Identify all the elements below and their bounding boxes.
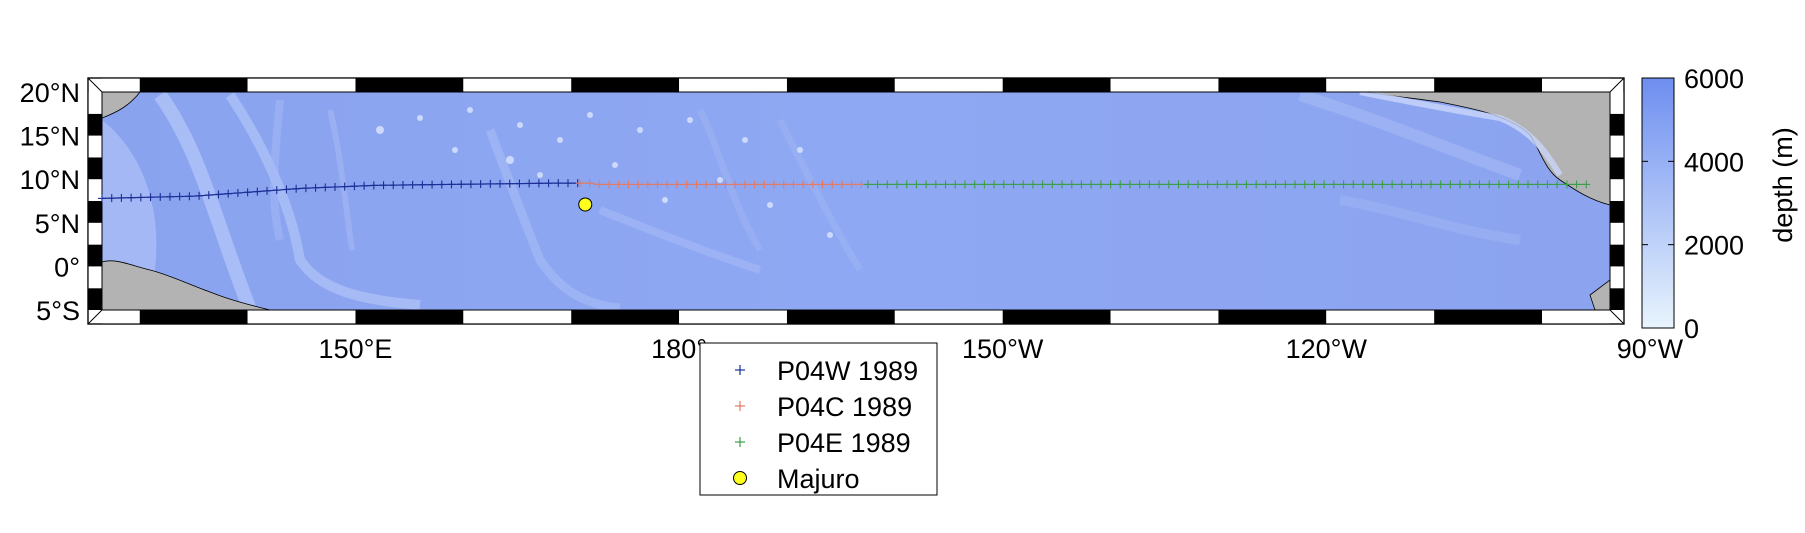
colorbar-label: depth (m): [1768, 127, 1798, 243]
lat-label: 15°N: [20, 122, 80, 152]
colorbar-tick: 6000: [1684, 64, 1744, 94]
track-1: [575, 179, 866, 189]
lat-label: 10°N: [20, 165, 80, 195]
bathymetry-layer: [102, 92, 1610, 310]
legend-label: P04C 1989: [777, 392, 912, 422]
legend-label: P04W 1989: [777, 356, 918, 386]
track-0: [98, 179, 582, 203]
lat-label: 20°N: [20, 78, 80, 108]
legend-marker: [733, 471, 747, 485]
lon-label: 180°: [651, 334, 707, 364]
lon-label: 150°E: [319, 334, 393, 364]
legend-label: Majuro: [777, 464, 860, 494]
lat-label: 0°: [54, 252, 80, 282]
land-west-bottom: [102, 260, 271, 310]
station-marker-majuro: [578, 197, 593, 212]
colorbar-tick: 0: [1684, 314, 1699, 344]
lon-label: 150°W: [962, 334, 1044, 364]
cruise-tracks: [98, 179, 1591, 203]
map-frame-bars: [87, 77, 1625, 325]
longitude-tick-labels: 150°E 180° 150°W 120°W 90°W: [319, 334, 1684, 364]
colorbar-tick-labels: 0 2000 4000 6000: [1642, 64, 1744, 344]
legend: P04W 1989 P04C 1989 P04E 1989 Majuro: [699, 342, 938, 496]
legend-label: P04E 1989: [777, 428, 911, 458]
lat-label: 5°S: [36, 296, 80, 326]
colorbar: [1641, 77, 1675, 329]
lat-label: 5°N: [35, 209, 80, 239]
colorbar-tick: 4000: [1684, 147, 1744, 177]
lon-label: 120°W: [1286, 334, 1368, 364]
colorbar-tick: 2000: [1684, 231, 1744, 261]
land-south-america: [1589, 279, 1610, 310]
station-markers: [578, 197, 593, 212]
lon-label: 90°W: [1617, 334, 1684, 364]
track-2: [863, 180, 1591, 189]
latitude-tick-labels: 20°N 15°N 10°N 5°N 0° 5°S: [20, 78, 80, 326]
